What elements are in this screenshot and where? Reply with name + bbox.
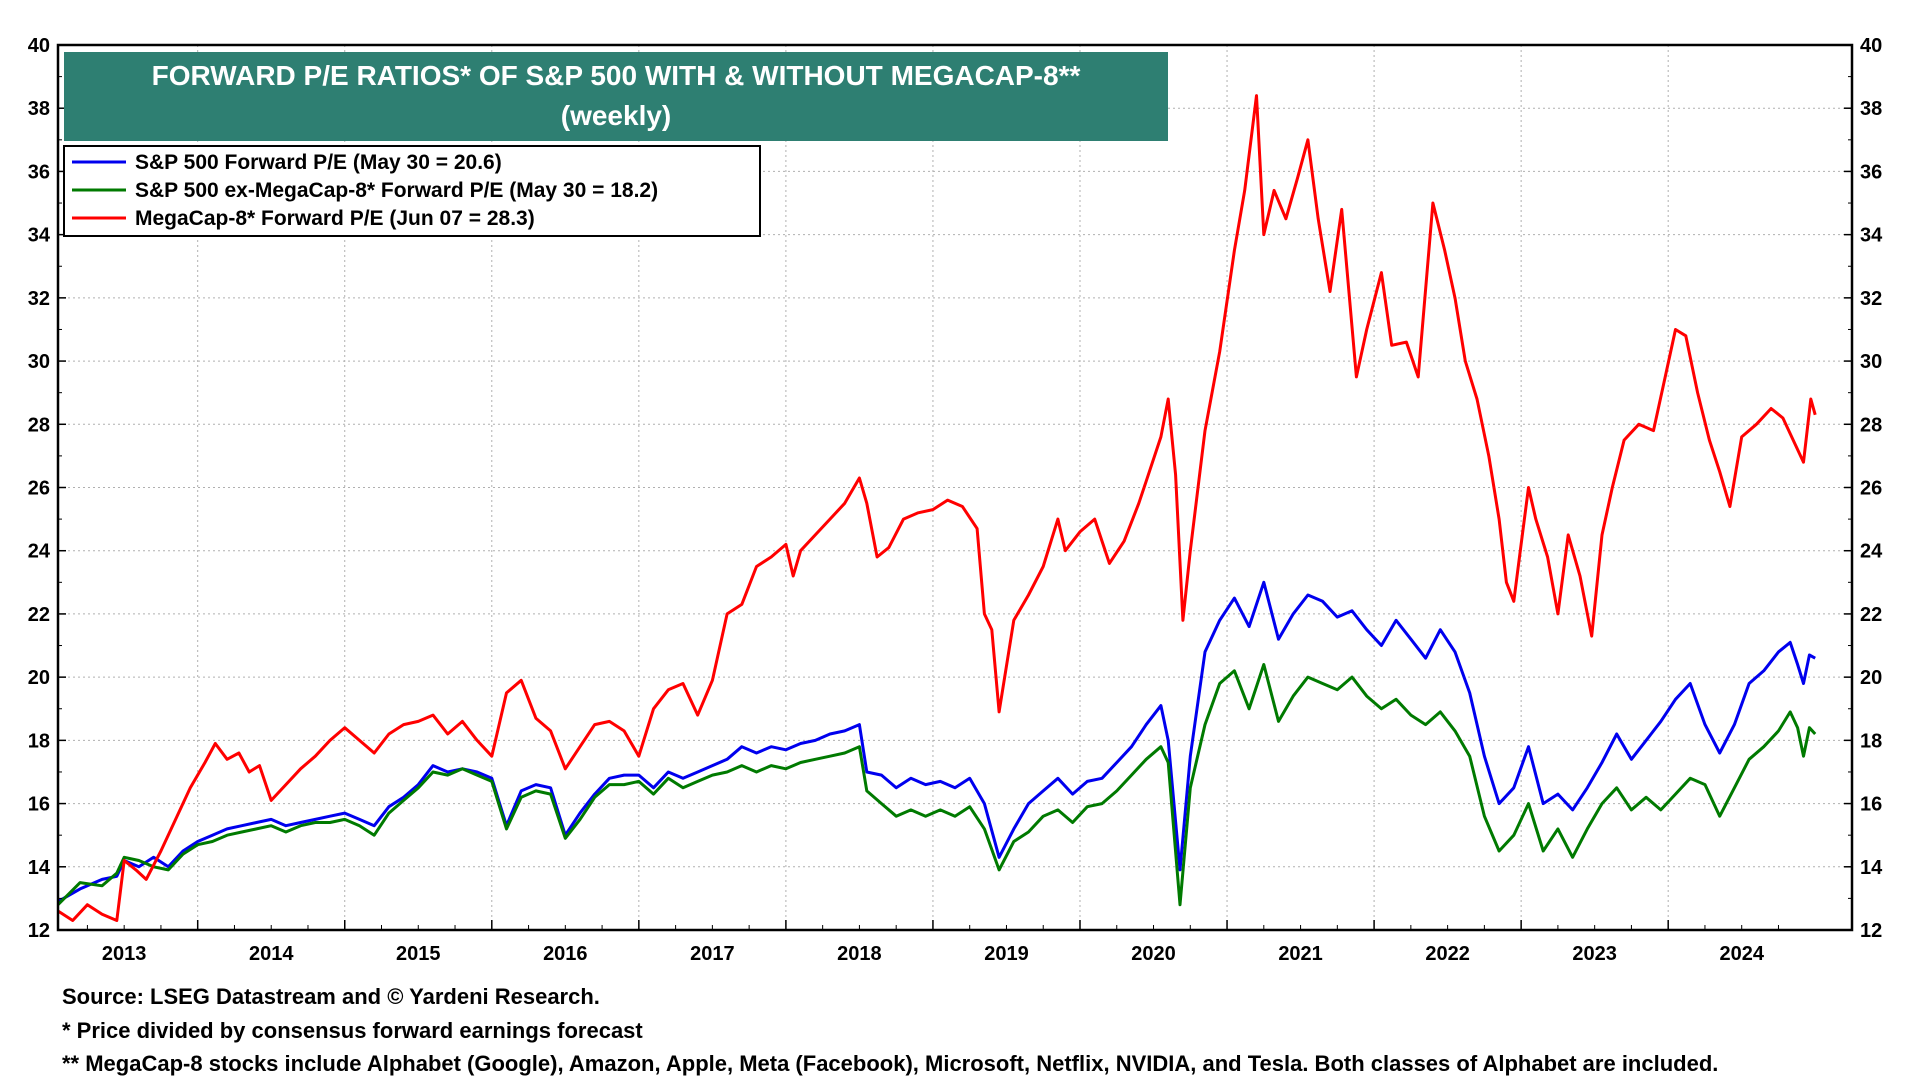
chart-title-box: FORWARD P/E RATIOS* OF S&P 500 WITH & WI… xyxy=(64,52,1168,141)
y-tick-label-right: 38 xyxy=(1860,98,1882,120)
y-tick-label-left: 26 xyxy=(28,478,50,500)
y-tick-label-right: 40 xyxy=(1860,35,1882,57)
x-tick-label: 2024 xyxy=(1719,943,1764,965)
y-tick-label-right: 16 xyxy=(1860,794,1882,816)
y-tick-label-left: 22 xyxy=(28,604,50,626)
x-tick-label: 2020 xyxy=(1131,943,1176,965)
y-tick-label-left: 14 xyxy=(28,857,51,879)
x-tick-label: 2016 xyxy=(543,943,588,965)
title-background xyxy=(64,52,1168,141)
y-tick-label-left: 12 xyxy=(28,920,50,942)
x-tick-label: 2015 xyxy=(396,943,441,965)
y-tick-label-left: 30 xyxy=(28,351,50,373)
y-tick-label-right: 20 xyxy=(1860,667,1882,689)
y-tick-label-left: 16 xyxy=(28,794,50,816)
y-tick-label-left: 24 xyxy=(28,541,51,563)
series-line-ex-megacap xyxy=(56,663,1817,907)
y-tick-label-left: 18 xyxy=(28,730,50,752)
grid-lines xyxy=(58,45,1852,930)
x-tick-label: 2023 xyxy=(1572,943,1617,965)
y-tick-label-left: 40 xyxy=(28,35,50,57)
x-tick-label: 2017 xyxy=(690,943,735,965)
x-tick-label: 2019 xyxy=(984,943,1029,965)
y-tick-label-right: 24 xyxy=(1860,541,1883,563)
y-tick-label-left: 34 xyxy=(28,225,51,247)
series-line-sp500 xyxy=(57,580,1816,903)
legend-label-ex-megacap: S&P 500 ex-MegaCap-8* Forward P/E (May 3… xyxy=(135,179,658,202)
y-tick-label-right: 28 xyxy=(1860,414,1882,436)
x-tick-label: 2018 xyxy=(837,943,882,965)
legend-box xyxy=(63,145,761,237)
legend-label-megacap: MegaCap-8* Forward P/E (Jun 07 = 28.3) xyxy=(135,207,535,230)
x-tick-label: 2022 xyxy=(1425,943,1470,965)
chart-title: FORWARD P/E RATIOS* OF S&P 500 WITH & WI… xyxy=(152,60,1081,91)
x-tick-label: 2014 xyxy=(249,943,294,965)
y-tick-label-right: 26 xyxy=(1860,478,1882,500)
y-tick-label-right: 22 xyxy=(1860,604,1882,626)
y-tick-label-right: 36 xyxy=(1860,161,1882,183)
series-lines xyxy=(56,94,1817,922)
y-tick-label-right: 32 xyxy=(1860,288,1882,310)
y-tick-label-left: 38 xyxy=(28,98,50,120)
chart-subtitle: (weekly) xyxy=(561,100,672,131)
y-tick-label-right: 14 xyxy=(1860,857,1883,879)
y-tick-label-right: 12 xyxy=(1860,920,1882,942)
legend: S&P 500 Forward P/E (May 30 = 20.6) S&P … xyxy=(63,145,761,237)
source-note: Source: LSEG Datastream and © Yardeni Re… xyxy=(62,984,600,1009)
y-tick-label-right: 34 xyxy=(1860,225,1883,247)
y-tick-label-left: 36 xyxy=(28,161,50,183)
footnote-price-definition: * Price divided by consensus forward ear… xyxy=(62,1018,643,1043)
y-tick-label-left: 20 xyxy=(28,667,50,689)
y-tick-label-right: 18 xyxy=(1860,730,1882,752)
footnote-megacap-definition: ** MegaCap-8 stocks include Alphabet (Go… xyxy=(62,1051,1719,1076)
series-line-megacap xyxy=(57,94,1817,922)
x-tick-label: 2013 xyxy=(102,943,147,965)
y-tick-label-left: 32 xyxy=(28,288,50,310)
x-tick-label: 2021 xyxy=(1278,943,1323,965)
legend-label-sp500: S&P 500 Forward P/E (May 30 = 20.6) xyxy=(135,151,502,174)
y-tick-label-left: 28 xyxy=(28,414,50,436)
y-tick-label-right: 30 xyxy=(1860,351,1882,373)
